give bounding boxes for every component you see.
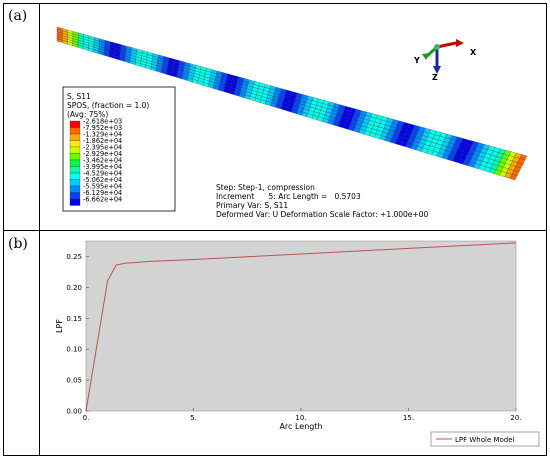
legend-value: -2.395e+04 bbox=[83, 144, 122, 152]
legend-title-2: SPOS, (fraction = 1.0) bbox=[67, 101, 149, 110]
fe-contour-viewport: X Y Z S, S11 SPOS, (fraction = 1.0) (Avg… bbox=[56, 26, 528, 219]
legend-swatch bbox=[69, 166, 81, 174]
legend-value: -1.329e+04 bbox=[83, 131, 122, 139]
y-tick-label: 0.10 bbox=[66, 346, 82, 354]
x-axis-label: Arc Length bbox=[279, 422, 322, 431]
panel-b-label: (b) bbox=[8, 236, 28, 252]
triad-z-arrowhead bbox=[433, 66, 441, 74]
x-axis-ticks: 0. 5. 10. 15. 20. bbox=[83, 408, 522, 422]
contour-legend: S, S11 SPOS, (fraction = 1.0) (Avg: 75%)… bbox=[62, 86, 176, 212]
legend-value: -7.952e+03 bbox=[83, 124, 122, 132]
step-info-line-1: Step: Step-1, compression bbox=[216, 183, 315, 192]
y-tick-label: 0.05 bbox=[66, 377, 82, 385]
legend-value: -6.662e+04 bbox=[83, 196, 122, 204]
legend-value: -2.618e+03 bbox=[83, 118, 122, 126]
legend-value: -5.062e+04 bbox=[83, 176, 122, 184]
step-info-line-4: Deformed Var: U Deformation Scale Factor… bbox=[216, 210, 428, 219]
y-tick-label: 0.00 bbox=[66, 408, 82, 416]
panel-b-divider bbox=[39, 230, 40, 456]
triad-y-label: Y bbox=[413, 56, 420, 65]
legend-swatch bbox=[69, 185, 81, 193]
triad-origin bbox=[434, 44, 440, 50]
y-axis-ticks: 0.00 0.05 0.10 0.15 0.20 0.25 bbox=[66, 253, 89, 416]
legend-swatch bbox=[69, 198, 81, 206]
legend-value: -2.929e+04 bbox=[83, 150, 122, 158]
y-tick-label: 0.15 bbox=[66, 315, 82, 323]
axis-triad: X Y Z bbox=[413, 39, 477, 82]
y-tick-label: 0.20 bbox=[66, 284, 82, 292]
step-info-line-2: Increment 5: Arc Length = 0.5703 bbox=[216, 192, 361, 201]
mesh-element bbox=[509, 174, 518, 181]
legend-swatch bbox=[69, 192, 81, 200]
x-tick-label: 5. bbox=[190, 414, 197, 422]
plot-area bbox=[85, 240, 517, 412]
legend-value: -5.595e+04 bbox=[83, 183, 122, 191]
legend-swatch bbox=[69, 140, 81, 148]
legend-swatch bbox=[69, 120, 81, 128]
triad-x-label: X bbox=[470, 48, 477, 57]
chart-legend: LPF Whole Model bbox=[430, 431, 540, 447]
chart-legend-box bbox=[430, 431, 540, 447]
contour-legend-box bbox=[62, 86, 176, 212]
step-info: Step: Step-1, compression Increment 5: A… bbox=[216, 183, 428, 219]
step-info-line-3: Primary Var: S, S11 bbox=[216, 201, 288, 210]
legend-swatch bbox=[69, 172, 81, 180]
panel-a-label: (a) bbox=[8, 8, 28, 24]
triad-x-arrowhead bbox=[456, 39, 464, 47]
legend-swatch bbox=[69, 153, 81, 161]
legend-series-label: LPF Whole Model bbox=[455, 436, 515, 444]
panel-a-divider bbox=[39, 3, 40, 231]
triad-z-label: Z bbox=[432, 73, 438, 82]
x-tick-label: 0. bbox=[83, 414, 90, 422]
legend-title-1: S, S11 bbox=[67, 92, 91, 101]
x-tick-label: 15. bbox=[403, 414, 414, 422]
legend-swatch bbox=[69, 127, 81, 135]
legend-swatch bbox=[69, 159, 81, 167]
lpf-chart: 0.00 0.05 0.10 0.15 0.20 0.25 0. 5. 10. 15. 20. A… bbox=[55, 240, 540, 447]
legend-value: -1.862e+04 bbox=[83, 137, 122, 145]
legend-swatches: -2.618e+03-7.952e+03-1.329e+04-1.862e+04… bbox=[69, 118, 122, 206]
legend-title-3: (Avg: 75%) bbox=[67, 110, 108, 119]
legend-value: -3.995e+04 bbox=[83, 163, 122, 171]
legend-value: -4.529e+04 bbox=[83, 170, 122, 178]
y-tick-label: 0.25 bbox=[66, 253, 82, 261]
x-tick-label: 20. bbox=[510, 414, 521, 422]
legend-value: -3.462e+04 bbox=[83, 157, 122, 165]
legend-swatch bbox=[69, 179, 81, 187]
deformed-beam-mesh bbox=[56, 26, 528, 181]
x-tick-label: 10. bbox=[295, 414, 306, 422]
triad-x-axis bbox=[436, 41, 457, 49]
series-line-lpf-whole-model bbox=[85, 242, 517, 412]
triad-y-arrowhead bbox=[422, 53, 430, 60]
y-axis-label: LPF bbox=[55, 319, 64, 333]
legend-swatch bbox=[69, 133, 81, 141]
panel-b-frame bbox=[3, 230, 547, 456]
legend-value: -6.129e+04 bbox=[83, 189, 122, 197]
legend-swatch bbox=[69, 146, 81, 154]
